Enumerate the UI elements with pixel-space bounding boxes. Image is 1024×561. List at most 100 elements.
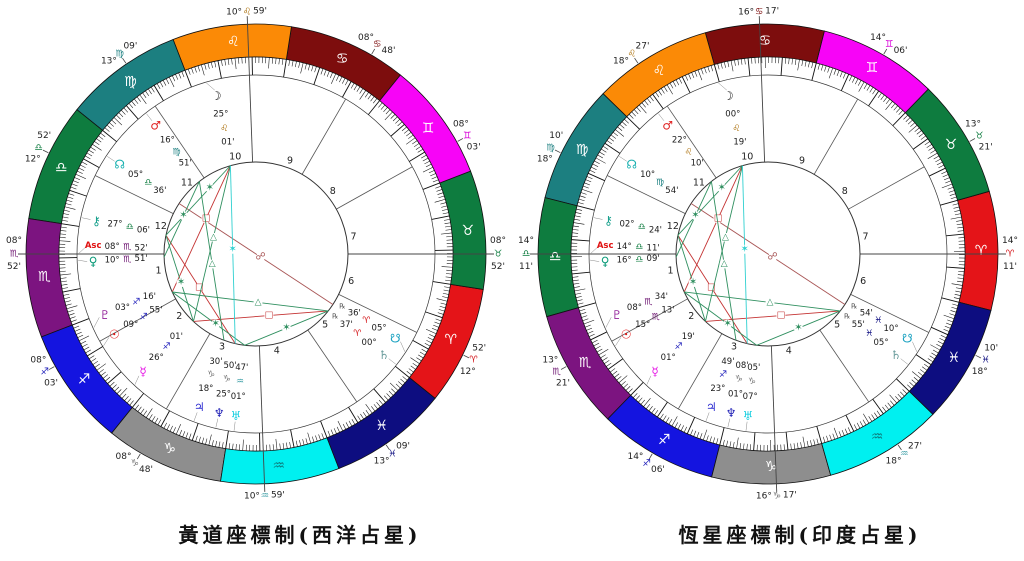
cusp-degree: 08° bbox=[6, 236, 22, 246]
planet-pointer-mercury bbox=[646, 375, 652, 385]
planet-chiron: ⚷ 02° ♎ 24' bbox=[593, 214, 662, 236]
sign-glyph-sagittarius: ♐ bbox=[658, 432, 671, 448]
cusp-degree: 14° bbox=[627, 452, 643, 462]
cusp-label-house-4: 10° ♒ 59' bbox=[244, 490, 285, 501]
cusp-label-house-2: 13°♏21' bbox=[542, 356, 570, 389]
cusp-degree: 08° bbox=[490, 236, 506, 246]
planet-south-node: ☋05°♈36'℞ bbox=[339, 302, 406, 352]
aspect-glyph-opposition: ☍ bbox=[768, 252, 778, 263]
sign-glyph-taurus: ♉ bbox=[461, 223, 474, 239]
caption-tropical: 黃道座標制(西洋占星) bbox=[178, 523, 422, 547]
planet-minutes: 16' bbox=[143, 292, 156, 302]
planet-degree: 15° bbox=[635, 320, 650, 330]
cusp-label-house-12: 18° ♍10' bbox=[537, 131, 563, 164]
planet-pointer-sun bbox=[103, 337, 110, 346]
aspect-line-moon-neptune bbox=[741, 165, 748, 344]
cusp-label-house-11: 13°♍09' bbox=[101, 42, 137, 67]
planet-glyph-chiron: ⚷ bbox=[92, 214, 101, 228]
cusp-sign-glyph: ♉ bbox=[975, 131, 984, 142]
aspect-glyph-trine: △ bbox=[767, 297, 774, 307]
planet-asc: Asc 08° ♏ 52' bbox=[77, 241, 148, 255]
cusp-label-house-3: 14°♐06' bbox=[627, 452, 664, 475]
aspect-glyph-trine: △ bbox=[210, 232, 217, 242]
cusp-degree: 12° bbox=[25, 155, 41, 165]
aspect-glyph-trine: △ bbox=[209, 259, 216, 269]
planet-pointer-pluto bbox=[605, 317, 612, 328]
planet-glyph-saturn: ♄ bbox=[891, 348, 902, 362]
cusp-pointer-house-12 bbox=[42, 149, 49, 154]
zodiac-sign-band: ♈ ♉ ♊ ♋ ♌ ♍ ♎ ♏ ♐ ♑ ♒ ♓ bbox=[537, 23, 999, 485]
planet-minutes: 24' bbox=[649, 226, 662, 236]
planet-degree: 14° bbox=[617, 242, 632, 252]
aspect-glyph-quincunx: ✶ bbox=[228, 244, 236, 255]
planet-glyph-south-node: ☋ bbox=[390, 332, 401, 346]
cusp-sign-glyph: ♎ bbox=[34, 142, 43, 153]
house-number-9: 9 bbox=[799, 156, 805, 167]
planet-degree: 08° bbox=[627, 303, 642, 313]
aspect-glyph-square: □ bbox=[202, 214, 211, 224]
cusp-minutes: 17' bbox=[783, 490, 797, 500]
aspect-glyph-trine: △ bbox=[722, 232, 729, 242]
cusp-pointer-house-11 bbox=[122, 57, 127, 64]
planet-moon: ☽ 25° ♌ 01' bbox=[206, 82, 234, 147]
cusp-sign-glyph: ♈ bbox=[1006, 249, 1015, 260]
planet-pointer-north-node bbox=[107, 156, 115, 162]
planet-sign-glyph: ♑ bbox=[735, 375, 743, 385]
planet-sign-glyph: ♓ bbox=[874, 316, 882, 326]
house-number-2: 2 bbox=[688, 311, 694, 322]
cusp-degree: 13° bbox=[542, 356, 558, 366]
cusp-sign-glyph: ♊ bbox=[885, 39, 894, 50]
sign-segment-pisces bbox=[908, 301, 992, 415]
sidereal-zodiac-wheel: ♈♉♊♋♌♍♎♏♐♑♒♓123 45678910111214°♎11'13°♏21… bbox=[518, 7, 1018, 502]
cusp-line-house-2 bbox=[99, 298, 176, 342]
house-number-7: 7 bbox=[862, 231, 868, 242]
planet-sign-glyph: ♑ bbox=[207, 370, 215, 380]
cusp-minutes: 59' bbox=[271, 490, 285, 500]
planet-south-node: ☋10°♓54'℞ bbox=[851, 302, 918, 352]
cusp-label-house-2: 08°♐03' bbox=[30, 356, 58, 389]
planet-degree: 10° bbox=[105, 255, 120, 265]
planet-degree: 05° bbox=[874, 338, 889, 348]
cusp-pointer-house-2 bbox=[560, 366, 567, 370]
sign-glyph-sagittarius: ♐ bbox=[78, 372, 91, 388]
house-number-6: 6 bbox=[348, 276, 354, 287]
planet-minutes: 55' bbox=[149, 306, 162, 316]
planet-minutes: 01' bbox=[170, 332, 183, 342]
planet-glyph-pluto: ♇ bbox=[99, 308, 110, 322]
cusp-line-house-5 bbox=[819, 329, 870, 403]
planet-minutes: 36' bbox=[153, 186, 166, 196]
cusp-degree: 18° bbox=[613, 56, 629, 66]
cusp-minutes: 10' bbox=[984, 343, 998, 353]
cusp-sign-glyph: ♑ bbox=[130, 458, 139, 469]
caption-sidereal: 恆星座標制(印度占星) bbox=[678, 523, 922, 547]
cusp-sign-glyph: ♑ bbox=[773, 490, 782, 501]
planet-asc: Asc 14° ♎ 11' bbox=[589, 241, 660, 255]
aspect-line-uranus-pluto bbox=[683, 291, 757, 346]
planet-degree: 16° bbox=[617, 255, 632, 265]
planet-glyph-mercury: ☿ bbox=[139, 365, 146, 379]
planet-venus: ♀ 10° ♏ 51' bbox=[78, 254, 148, 268]
planet-sign-glyph: ♓ bbox=[865, 329, 873, 339]
planet-pointer-jupiter bbox=[193, 412, 198, 421]
cusp-line-house-3 bbox=[677, 333, 723, 410]
cusp-degree: 08° bbox=[30, 356, 46, 366]
cusp-line-house-8 bbox=[336, 166, 413, 210]
planet-sign-glyph: ♐ bbox=[719, 370, 727, 380]
planet-glyph-neptune: ♆ bbox=[726, 406, 737, 420]
planet-minutes: 08' bbox=[735, 361, 748, 371]
cusp-label-house-1: 14° ♎ 11' bbox=[518, 236, 534, 272]
cusp-sign-glyph: ♉ bbox=[494, 249, 503, 260]
planet-north-node: ☊10°♍54' bbox=[619, 156, 678, 196]
cusp-label-house-12: 12° ♎52' bbox=[25, 131, 51, 164]
cusp-minutes: 21' bbox=[979, 142, 993, 152]
planet-pointer-jupiter bbox=[705, 412, 710, 421]
cusp-degree: 12° bbox=[460, 367, 476, 377]
planet-sign-glyph: ♍ bbox=[173, 147, 181, 157]
sign-glyph-virgo: ♍ bbox=[124, 74, 137, 90]
planet-pointer-pluto bbox=[93, 317, 100, 328]
aspect-glyph-sextile: ✶ bbox=[794, 323, 802, 334]
cusp-degree: 10° bbox=[226, 8, 242, 18]
house-number-1: 1 bbox=[667, 266, 673, 277]
cusp-sign-glyph: ♈ bbox=[469, 355, 478, 366]
cusp-sign-glyph: ♎ bbox=[522, 249, 531, 260]
